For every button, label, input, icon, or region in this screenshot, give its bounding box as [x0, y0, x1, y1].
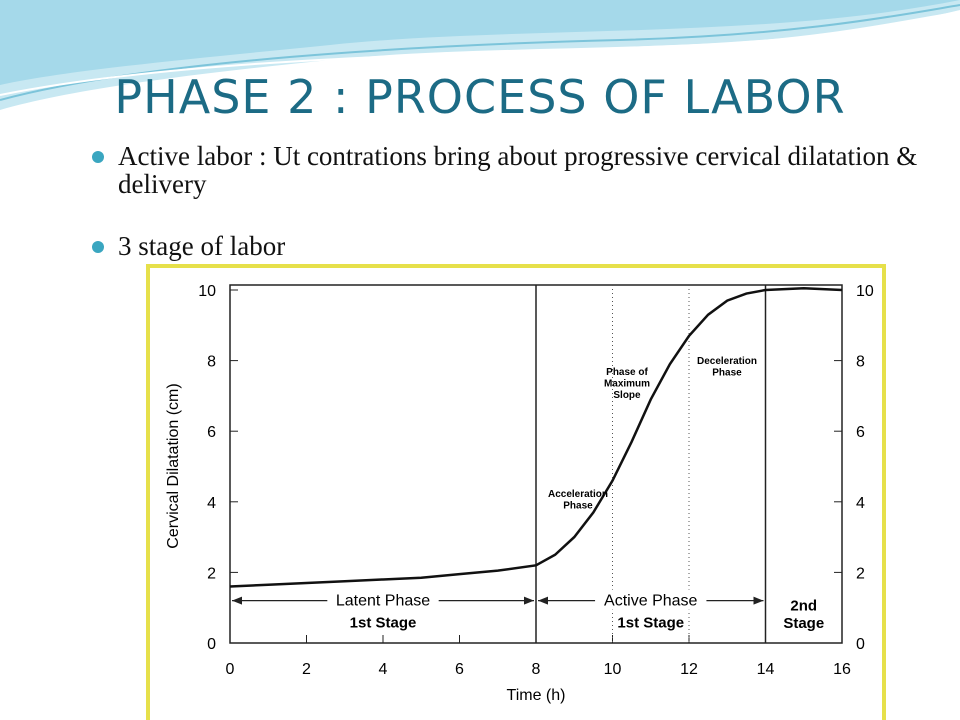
bullet: 3 stage of labor — [92, 231, 918, 261]
y-tick-label: 4 — [207, 495, 216, 512]
bullet: Active labor : Ut contrations bring abou… — [92, 141, 918, 199]
bullet-text: 3 stage of labor — [118, 231, 286, 261]
chart-frame — [146, 264, 886, 720]
label-bg — [327, 589, 439, 610]
data-line — [229, 286, 843, 588]
y-tick-label: 10 — [198, 283, 216, 300]
y2-tick-label: 0 — [856, 636, 865, 653]
x-tick-label: 4 — [379, 661, 388, 678]
annotation: Phase of Maximum Slope — [604, 367, 650, 401]
y2-tick-label: 8 — [856, 354, 865, 371]
x-tick-label: 6 — [455, 661, 464, 678]
slide-title: PHASE 2 : PROCESS OF LABOR — [114, 70, 846, 124]
x-tick-label: 0 — [226, 661, 235, 678]
x-tick-label: 14 — [757, 661, 775, 678]
annotation: 2nd Stage — [783, 598, 824, 632]
x-axis-label: Time (h) — [507, 687, 566, 704]
x-tick-label: 2 — [302, 661, 311, 678]
annotation: Latent Phase — [336, 593, 430, 610]
y-tick-label: 6 — [207, 424, 216, 441]
y2-tick-label: 2 — [856, 565, 865, 582]
x-tick-label: 12 — [680, 661, 698, 678]
annotation: Deceleration Phase — [697, 356, 757, 379]
label-bg — [595, 589, 707, 610]
y-tick-label: 8 — [207, 354, 216, 371]
annotation: Active Phase — [604, 593, 697, 610]
y2-tick-label: 4 — [856, 495, 865, 512]
annotation: Acceleration Phase — [548, 489, 608, 512]
x-tick-label: 16 — [833, 661, 851, 678]
y-tick-label: 0 — [207, 636, 216, 653]
y-tick-label: 2 — [207, 565, 216, 582]
y2-tick-label: 10 — [856, 283, 874, 300]
x-tick-label: 8 — [532, 661, 541, 678]
y2-tick-label: 6 — [856, 424, 865, 441]
x-tick-label: 10 — [604, 661, 622, 678]
wave-decoration — [0, 0, 960, 110]
annotation: 1st Stage — [350, 615, 417, 632]
bullet-text: Active labor : Ut contrations bring abou… — [118, 141, 918, 199]
annotation: 1st Stage — [617, 615, 684, 632]
y-axis-label: Cervical Dilatation (cm) — [165, 383, 182, 548]
